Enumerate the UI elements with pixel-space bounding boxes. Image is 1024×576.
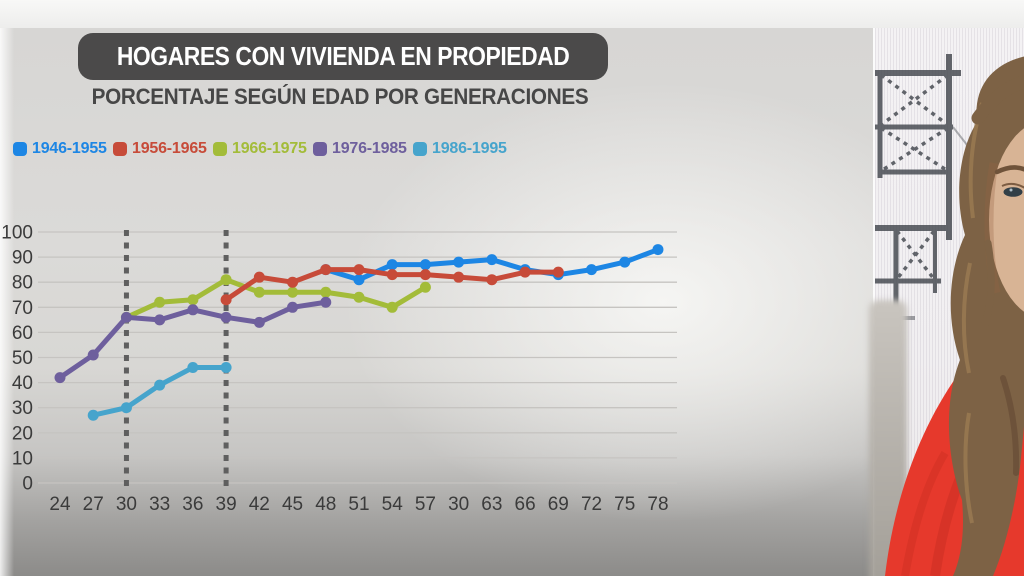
chart-legend: 1946-1955 1956-1965 1966-1975 1976-1985 1986… xyxy=(0,140,700,162)
x-tick-label: 27 xyxy=(83,494,104,515)
x-tick-label: 63 xyxy=(481,494,502,515)
title-box: HOGARES CON VIVIENDA EN PROPIEDAD xyxy=(78,33,608,80)
legend-swatch xyxy=(213,142,227,156)
legend-label: 1986-1995 xyxy=(432,140,507,157)
series-1966-1975 xyxy=(120,274,431,323)
y-tick-label: 60 xyxy=(12,323,33,344)
line-chart: 0 10 20 30 40 50 60 70 80 90 100 24 27 30 33 36 39 42 45 48… xyxy=(1,223,677,515)
x-tick-label: 30 xyxy=(448,494,469,515)
series-1976-1985 xyxy=(54,296,332,384)
chart-panel xyxy=(0,28,873,576)
legend-swatch xyxy=(313,142,327,156)
y-tick-label: 0 xyxy=(22,474,33,495)
legend-swatch xyxy=(413,142,427,156)
legend-label: 1956-1965 xyxy=(132,140,207,157)
chart-subtitle: PORCENTAJE SEGÚN EDAD POR GENERACIONES xyxy=(91,84,589,109)
x-tick-label: 66 xyxy=(515,494,536,515)
x-tick-label: 78 xyxy=(647,494,668,515)
y-tick-label: 70 xyxy=(12,298,33,319)
presenter xyxy=(885,56,1024,576)
x-tick-label: 75 xyxy=(614,494,635,515)
page-title: HOGARES CON VIVIENDA EN PROPIEDAD xyxy=(116,41,570,71)
x-tick-label: 36 xyxy=(182,494,203,515)
x-tick-label: 39 xyxy=(216,494,237,515)
y-tick-label: 40 xyxy=(12,373,33,394)
legend-item-1986-1995: 1986-1995 xyxy=(413,140,507,158)
legend-label: 1976-1985 xyxy=(332,140,407,157)
x-tick-label: 57 xyxy=(415,494,436,515)
x-tick-label: 45 xyxy=(282,494,303,515)
presenter-eye xyxy=(1003,187,1023,197)
x-tick-label: 69 xyxy=(548,494,569,515)
x-tick-label: 24 xyxy=(49,494,71,515)
legend-item-1966-1975: 1966-1975 xyxy=(213,140,307,158)
legend-label: 1946-1955 xyxy=(32,140,107,157)
y-tick-label: 90 xyxy=(12,248,33,269)
y-tick-label: 20 xyxy=(12,423,33,444)
top-strip xyxy=(0,0,1024,28)
series-1956-1965 xyxy=(220,264,564,306)
legend-swatch xyxy=(13,142,27,156)
x-tick-label: 48 xyxy=(315,494,336,515)
x-tick-label: 54 xyxy=(382,494,404,515)
y-tick-label: 10 xyxy=(12,448,33,469)
x-tick-label: 72 xyxy=(581,494,602,515)
x-tick-label: 33 xyxy=(149,494,170,515)
presenter-video-panel xyxy=(869,28,1024,576)
x-tick-label: 51 xyxy=(348,494,369,515)
legend-item-1976-1985: 1976-1985 xyxy=(313,140,407,158)
legend-swatch xyxy=(113,142,127,156)
legend-label: 1966-1975 xyxy=(232,140,307,157)
legend-item-1946-1955: 1946-1955 xyxy=(13,140,107,158)
y-tick-label: 80 xyxy=(12,273,33,294)
y-tick-label: 100 xyxy=(1,223,33,244)
y-tick-label: 30 xyxy=(12,398,33,419)
presenter-figure xyxy=(885,56,1024,576)
x-tick-label: 30 xyxy=(116,494,137,515)
x-tick-label: 42 xyxy=(249,494,270,515)
legend-item-1956-1965: 1956-1965 xyxy=(113,140,207,158)
y-tick-label: 50 xyxy=(12,348,33,369)
series-1986-1995 xyxy=(87,362,232,421)
